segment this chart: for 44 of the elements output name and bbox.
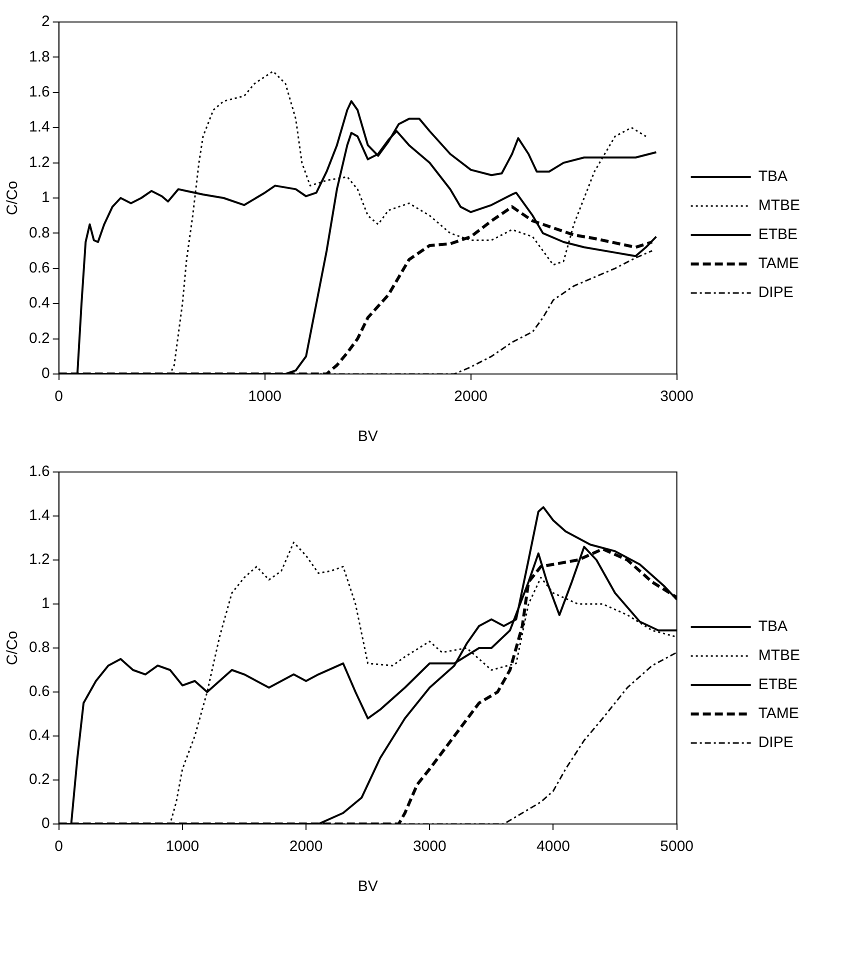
y-tick-label: 0.2 (28, 330, 50, 347)
y-axis-title: C/Co (4, 630, 22, 666)
legend-label: ETBE (758, 676, 798, 694)
legend-label: ETBE (758, 226, 798, 244)
x-tick-label: 4000 (536, 838, 570, 856)
y-tick-label: 1.2 (28, 154, 50, 171)
y-tick-label: 1.2 (28, 551, 50, 568)
y-tick-label: 0.8 (28, 224, 50, 242)
x-tick-label: 0 (54, 838, 64, 856)
x-tick-label: 2000 (289, 838, 323, 856)
legend-label: TBA (758, 618, 788, 636)
x-tick-label: 3000 (412, 838, 446, 856)
y-tick-label: 0 (42, 365, 50, 382)
y-tick-label: 1.4 (28, 507, 50, 524)
y-tick-label: 1.6 (28, 463, 50, 480)
legend-label: TAME (758, 255, 799, 272)
legend-label: MTBE (758, 197, 800, 214)
x-axis-title: BV (358, 878, 378, 896)
legend-label: DIPE (758, 734, 794, 752)
y-tick-label: 1 (42, 189, 50, 206)
y-tick-label: 0.6 (28, 683, 50, 700)
legend-label: DIPE (758, 284, 794, 302)
y-axis-title: C/Co (4, 180, 22, 216)
x-axis-title: BV (358, 428, 378, 446)
legend-label: MTBE (758, 647, 800, 664)
y-tick-label: 1 (42, 595, 50, 612)
legend-label: TBA (758, 168, 788, 186)
y-tick-label: 0.6 (28, 260, 50, 277)
y-tick-label: 0.2 (28, 771, 50, 788)
y-tick-label: 0 (42, 815, 50, 832)
x-tick-label: 2000 (454, 388, 488, 406)
y-tick-label: 2 (42, 13, 50, 30)
legend-label: TAME (758, 705, 799, 722)
y-tick-label: 0.4 (28, 727, 50, 744)
x-tick-label: 3000 (660, 388, 694, 406)
x-tick-label: 5000 (660, 838, 694, 856)
y-tick-label: 1.4 (28, 118, 50, 136)
y-tick-label: 0.4 (28, 294, 50, 312)
x-tick-label: 1000 (248, 388, 282, 406)
x-tick-label: 1000 (166, 838, 200, 856)
y-tick-label: 0.8 (28, 639, 50, 656)
y-tick-label: 1.8 (28, 48, 50, 66)
y-tick-label: 1.6 (28, 84, 50, 101)
x-tick-label: 0 (54, 388, 64, 406)
